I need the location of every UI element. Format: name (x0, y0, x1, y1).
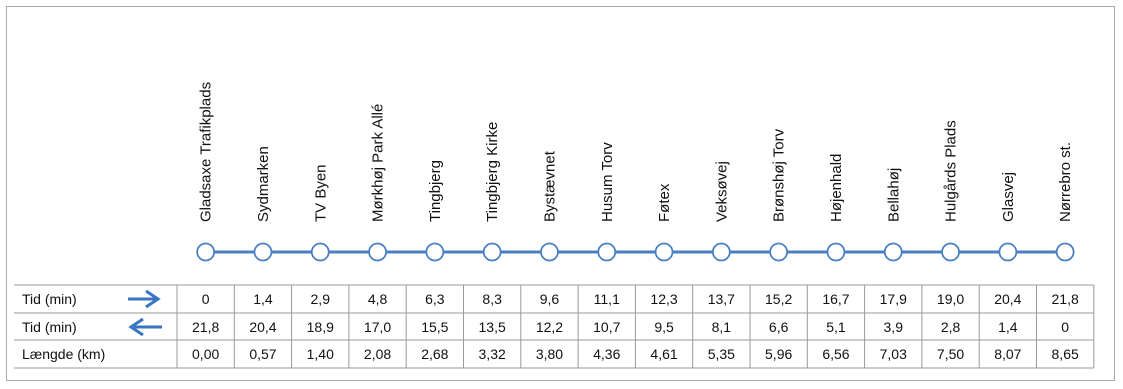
table-cell-value: 6,56 (822, 346, 849, 362)
table-cell-value: 20,4 (994, 291, 1021, 307)
stop-node (425, 242, 445, 262)
table-cell-value: 8,1 (712, 319, 732, 335)
table-cell-value: 9,6 (540, 291, 560, 307)
stop-node (769, 242, 789, 262)
table-cell-value: 2,8 (941, 319, 961, 335)
table-cell-value: 17,9 (880, 291, 907, 307)
stop-name-label: Bystævnet (541, 150, 558, 222)
table-cell-value: 3,9 (884, 319, 904, 335)
table-cell-value: 5,35 (708, 346, 735, 362)
table-cell-value: 12,2 (536, 319, 563, 335)
stop-node (826, 242, 846, 262)
table-cell-value: 0,00 (192, 346, 219, 362)
table-cell-value: 21,8 (1052, 291, 1079, 307)
stop-node (654, 242, 674, 262)
table-cell-value: 7,03 (880, 346, 907, 362)
stop-node (253, 242, 273, 262)
table-cell-value: 4,36 (593, 346, 620, 362)
stop-name-label: Sydmarken (255, 146, 272, 222)
table-cell-value: 15,2 (765, 291, 792, 307)
table-cell-value: 1,40 (307, 346, 334, 362)
stop-name-label: Tingbjerg Kirke (484, 122, 501, 222)
stop-node (998, 242, 1018, 262)
stop-node (196, 242, 216, 262)
stop-node (711, 242, 731, 262)
table-cell-value: 13,5 (479, 319, 506, 335)
stop-name-label: Hulgårds Plads (943, 120, 960, 222)
stop-node (368, 242, 387, 262)
table-cell-value: 8,65 (1052, 346, 1079, 362)
right-arrow-icon (128, 289, 161, 309)
table-cell-value: 1,4 (253, 291, 273, 307)
stop-name-label: Veksøvej (713, 161, 730, 222)
route-diagram-frame (6, 6, 1115, 381)
stop-node (482, 242, 502, 262)
stop-node (540, 242, 559, 262)
stop-node (1055, 242, 1075, 262)
table-cell-value: 2,08 (364, 346, 391, 362)
stop-name-label: Føtex (656, 183, 673, 222)
table-cell-value: 0 (202, 291, 210, 307)
stop-name-label: Højenhald (828, 154, 845, 222)
stop-name-label: Husum Torv (599, 142, 616, 222)
table-cell-value: 12,3 (650, 291, 677, 307)
table-cell-value: 3,32 (479, 346, 506, 362)
table-cell-value: 0,57 (249, 346, 276, 362)
table-cell-value: 9,5 (654, 319, 674, 335)
stop-node (941, 242, 960, 262)
table-cell-value: 3,80 (536, 346, 563, 362)
table-cell-value: 4,61 (650, 346, 677, 362)
stop-node (597, 242, 617, 262)
stop-name-label: Bellahøj (885, 168, 902, 222)
table-cell-value: 5,1 (826, 319, 846, 335)
stop-name-label: Mørkhøj Park Allé (370, 104, 387, 222)
left-arrow-icon-head (128, 317, 144, 337)
row-label: Tid (min) (22, 319, 77, 335)
table-cell-value: 2,9 (311, 291, 331, 307)
table-cell-value: 1,4 (998, 319, 1018, 335)
table-cell-value: 21,8 (192, 319, 219, 335)
table-cell-value: 6,6 (769, 319, 789, 335)
stop-name-label: Glasvej (1000, 172, 1017, 222)
table-cell-value: 16,7 (822, 291, 849, 307)
stop-node (883, 242, 903, 262)
table-cell-value: 7,50 (937, 346, 964, 362)
table-cell-value: 15,5 (421, 319, 448, 335)
table-cell-value: 20,4 (249, 319, 276, 335)
stop-name-label: Nørrebro st. (1057, 142, 1074, 222)
table-cell-value: 8,3 (482, 291, 502, 307)
table-cell-value: 6,3 (425, 291, 445, 307)
table-cell-value: 18,9 (307, 319, 334, 335)
table-cell-value: 19,0 (937, 291, 964, 307)
stop-node (310, 242, 330, 262)
table-cell-value: 11,1 (594, 291, 620, 307)
table-cell-value: 0 (1061, 319, 1069, 335)
table-cell-value: 10,7 (593, 319, 620, 335)
right-arrow-icon-head (145, 289, 161, 309)
stop-name-label: Gladsaxe Trafikplads (198, 82, 215, 222)
table-cell-value: 5,96 (765, 346, 792, 362)
stop-name-label: Tingbjerg (427, 160, 444, 222)
row-label: Længde (km) (22, 346, 105, 362)
stop-name-label: TV Byen (312, 164, 329, 222)
stop-name-label: Brønshøj Torv (771, 128, 788, 222)
left-arrow-icon (128, 317, 162, 337)
table-cell-value: 2,68 (421, 346, 448, 362)
row-label: Tid (min) (22, 291, 77, 307)
table-cell-value: 4,8 (368, 291, 388, 307)
table-cell-value: 17,0 (364, 319, 391, 335)
table-cell-value: 13,7 (708, 291, 735, 307)
table-cell-value: 8,07 (994, 346, 1021, 362)
